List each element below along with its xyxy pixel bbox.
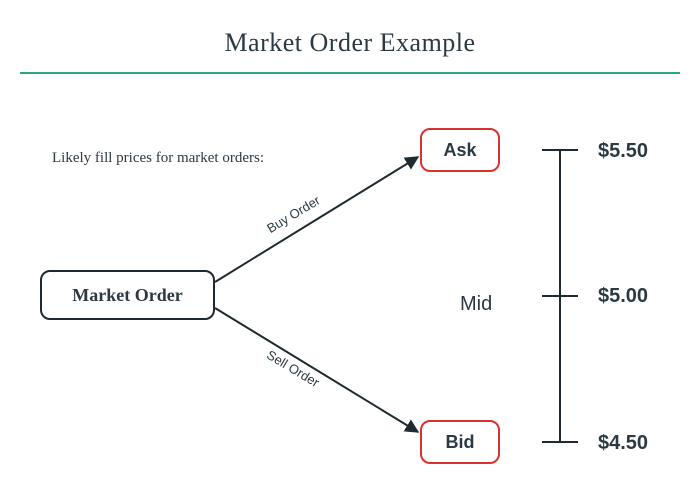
connector-layer (0, 0, 700, 500)
edge-label-buy: Buy Order (264, 193, 323, 236)
edge-buy (215, 157, 418, 282)
price-bid: $4.50 (598, 432, 648, 455)
node-ask: Ask (420, 128, 500, 172)
price-ask: $5.50 (598, 140, 648, 163)
title-rule (20, 72, 680, 74)
node-bid: Bid (420, 420, 500, 464)
edge-sell (215, 308, 418, 432)
subtitle-text: Likely fill prices for market orders: (52, 150, 264, 167)
page-title: Market Order Example (0, 28, 700, 58)
diagram-stage: Market Order Example Likely fill prices … (0, 0, 700, 500)
edge-label-sell: Sell Order (264, 347, 322, 390)
node-market-order: Market Order (40, 270, 215, 320)
label-mid: Mid (460, 293, 492, 316)
price-mid: $5.00 (598, 285, 648, 308)
